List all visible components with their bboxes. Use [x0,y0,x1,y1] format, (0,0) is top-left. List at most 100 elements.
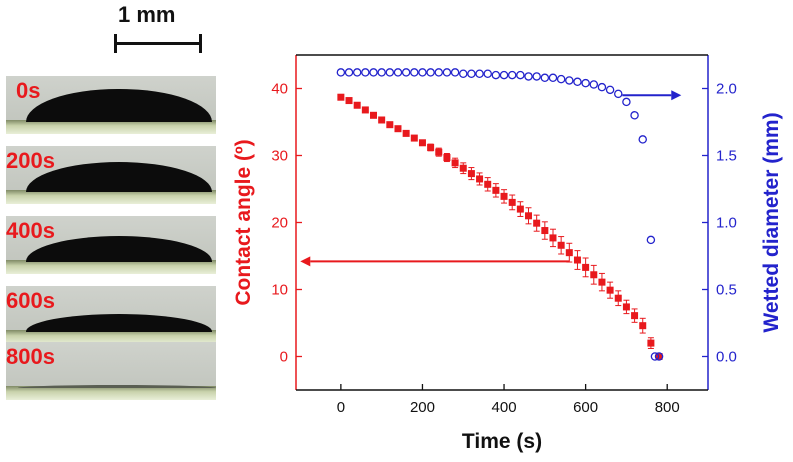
droplet [18,385,216,388]
contact-angle-point [508,198,516,206]
x-tick-label: 0 [337,399,345,416]
contact-angle-point [557,241,565,249]
contact-angle-point [386,121,394,129]
frame-time-label: 800s [6,344,55,369]
contact-angle-point [394,125,402,133]
contact-angle-chart: Contact angle (º) Wetted diameter (mm) 0… [232,54,783,453]
wetted-diameter-point [393,68,403,77]
wetted-diameter-point [581,78,590,88]
contact-angle-point [476,175,484,183]
contact-angle-point [622,303,630,311]
contact-angle-point [459,164,467,172]
contact-angle-point [418,139,426,147]
contact-angle-point [573,256,581,264]
contact-angle-point [541,227,549,235]
substrate [6,190,216,204]
contact-angle-point [427,143,435,151]
wetted-diameter-point [638,135,647,144]
contact-angle-point [467,170,475,178]
wetted-diameter-point [361,68,370,77]
wetted-diameter-point [352,68,362,77]
right-arrow-head [671,90,682,101]
wetted-diameter-point [491,70,501,80]
droplet-frame: 400s [6,216,216,274]
droplet [26,314,212,332]
frame-time-label: 200s [6,148,55,173]
wetted-diameter-point [336,68,346,77]
contact-angle-point [533,219,541,227]
x-tick-label: 800 [655,399,680,416]
y-right-tick-label: 1.0 [716,215,737,232]
droplet-frame: 0s [6,76,216,134]
droplet-frame: 800s [6,342,216,400]
wetted-diameter-point [540,73,550,83]
wetted-diameter-point [532,72,541,81]
wetted-diameter-point [369,68,378,77]
wetted-diameter-point [418,68,427,77]
contact-angle-point [443,154,451,162]
y-right-tick-label: 1.5 [716,148,737,165]
droplet-frame: 600s [6,286,216,344]
x-tick-label: 200 [410,399,435,416]
wetted-diameter-point [450,68,460,77]
left-arrow-head [300,256,311,267]
wetted-diameter-point [507,70,517,80]
contact-angle-point [410,134,418,142]
contact-angle-point [525,212,533,220]
contact-angle-point [598,278,606,286]
y-left-tick-label: 40 [271,81,288,98]
frame-time-label: 400s [6,218,55,243]
wetted-diameter-point [556,74,566,84]
y-left-axis-title: Contact angle (º) [232,139,255,305]
contact-angle-point [337,93,345,101]
wetted-diameter-point [573,77,582,87]
y-left-tick-label: 30 [271,148,288,165]
wetted-diameter-point [467,69,476,79]
droplet-frame: 200s [6,146,216,204]
wetted-diameter-point [458,69,468,79]
frame-time-label: 0s [16,78,41,103]
contact-angle-point [549,234,557,242]
contact-angle-point [345,97,353,105]
wetted-diameter-point [646,235,656,245]
contact-angle-point [582,263,590,271]
wetted-diameter-point [630,111,639,120]
contact-angle-point [484,180,492,188]
frame-time-label: 600s [6,288,55,313]
wetted-diameter-point [605,85,615,95]
substrate [6,386,216,400]
contact-angle-point [606,286,614,294]
x-tick-label: 600 [573,399,598,416]
wetted-diameter-point [614,89,623,99]
wetted-diameter-point [426,68,435,77]
contact-angle-point [565,249,573,257]
wetted-diameter-point [565,76,574,85]
wetted-diameter-point [385,68,395,77]
contact-angle-point [402,129,410,137]
wetted-diameter-point [401,68,411,77]
substrate [6,330,216,344]
contact-angle-point [370,111,378,119]
wetted-diameter-point [524,72,533,81]
wetted-diameter-point [410,68,419,77]
y-left-tick-label: 20 [271,215,288,232]
contact-angle-point [500,192,508,200]
contact-angle-point [451,159,459,167]
scale-bar-label: 1 mm [118,2,176,27]
droplet [26,88,212,122]
wetted-diameter-point [434,68,444,77]
y-left-tick-label: 0 [280,349,288,366]
wetted-diameter-point [589,80,599,89]
contact-angle-point [492,186,500,194]
substrate [6,260,216,274]
y-right-tick-label: 0.0 [716,349,737,366]
contact-angle-point [353,101,361,109]
wetted-diameter-point [622,97,631,107]
wetted-diameter-point [475,69,484,79]
contact-angle-point [516,205,524,213]
wetted-diameter-point [597,82,607,92]
wetted-diameter-point [344,68,354,77]
y-left-tick-label: 10 [271,282,288,299]
contact-angle-point [378,116,386,124]
y-right-axis-title: Wetted diameter (mm) [760,112,783,332]
